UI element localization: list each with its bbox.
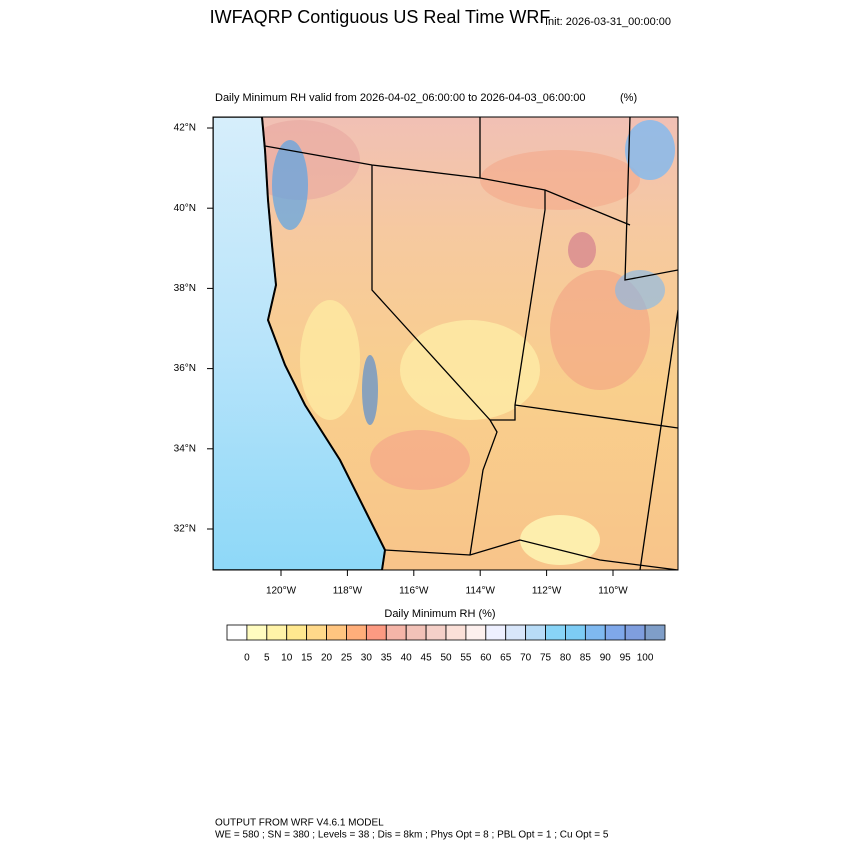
colorbar-label: 65 <box>500 653 512 664</box>
field-patch <box>615 270 665 310</box>
lon-label: 114°W <box>466 586 496 597</box>
lon-label: 110°W <box>598 586 628 597</box>
field-patch <box>362 355 378 425</box>
colorbar-box <box>525 624 546 641</box>
colorbar-label: 35 <box>381 653 393 664</box>
lon-label: 120°W <box>266 586 297 597</box>
colorbar-label: 85 <box>580 653 592 664</box>
colorbar-label: 30 <box>361 653 373 664</box>
colorbar-box <box>365 624 387 641</box>
colorbar-label: 75 <box>540 653 552 664</box>
colorbar-label: 95 <box>620 653 632 664</box>
colorbar-label: 5 <box>264 653 270 664</box>
colorbar-box <box>644 624 666 641</box>
colorbar-box <box>266 624 288 641</box>
footer-line: WE = 580 ; SN = 380 ; Levels = 38 ; Dis … <box>215 830 609 841</box>
state-border <box>371 165 498 556</box>
colorbar-label: 90 <box>600 653 612 664</box>
colorbar-label: 0 <box>244 653 250 664</box>
field-patch <box>568 232 596 268</box>
lat-label: 42°N <box>174 123 196 134</box>
field-patch <box>520 515 600 565</box>
field-patch <box>300 300 360 420</box>
colorbar-label: 15 <box>301 653 313 664</box>
lon-label: 116°W <box>399 586 429 597</box>
subtitle: Daily Minimum RH valid from 2026-04-02_0… <box>215 92 586 104</box>
lon-label: 118°W <box>333 586 363 597</box>
colorbar-box <box>604 624 626 641</box>
field-patch <box>272 140 308 230</box>
lon-label: 112°W <box>532 586 562 597</box>
state-border <box>514 404 678 429</box>
lat-label: 34°N <box>174 443 196 454</box>
field-patch <box>370 430 470 490</box>
colorbar-box <box>565 624 586 641</box>
state-border <box>639 309 678 570</box>
colorbar: 0 5 10 15 20 25 30 35 40 45 50 55 60 65 70 75 80 85 90 95 10… <box>226 624 666 664</box>
colorbar-label: 20 <box>321 653 333 664</box>
colorbar-label: 50 <box>440 653 452 664</box>
init-time: Init: 2026-03-31_00:00:00 <box>545 16 671 28</box>
colorbar-box <box>445 624 467 641</box>
colorbar-label: 60 <box>480 653 492 664</box>
colorbar-label: 45 <box>421 653 433 664</box>
colorbar-box <box>306 624 327 641</box>
colorbar-box <box>465 624 487 641</box>
colorbar-box <box>505 624 527 641</box>
footer-line: OUTPUT FROM WRF V4.6.1 MODEL <box>215 818 384 829</box>
colorbar-label: 40 <box>401 653 413 664</box>
colorbar-box <box>545 624 566 641</box>
colorbar-label: 10 <box>281 653 293 664</box>
colorbar-box <box>385 624 407 641</box>
colorbar-label: 70 <box>520 653 532 664</box>
title: IWFAQRP Contiguous US Real Time WRF <box>210 7 551 27</box>
colorbar-box <box>405 624 427 641</box>
plot-frame <box>212 116 679 571</box>
colorbar-box <box>485 624 507 641</box>
coastline <box>261 117 387 570</box>
units: (%) <box>620 92 637 104</box>
colorbar-label: 55 <box>460 653 472 664</box>
map-field <box>213 117 678 570</box>
colorbar-label: 100 <box>637 653 654 664</box>
state-border <box>624 117 678 281</box>
lat-label: 38°N <box>174 283 196 294</box>
lat-label: 40°N <box>174 203 196 214</box>
colorbar-title: Daily Minimum RH (%) <box>384 608 495 620</box>
colorbar-box <box>286 624 308 641</box>
country-border <box>384 539 678 570</box>
field-patch <box>400 320 540 420</box>
colorbar-label: 25 <box>341 653 353 664</box>
colorbar-label: 80 <box>560 653 572 664</box>
colorbar-box <box>226 624 248 641</box>
colorbar-box <box>425 624 447 641</box>
lat-label: 36°N <box>174 363 196 374</box>
colorbar-box <box>326 624 347 641</box>
field-patch <box>480 150 640 210</box>
colorbar-box <box>246 624 268 641</box>
colorbar-box <box>624 624 646 641</box>
colorbar-box <box>346 624 367 641</box>
lat-label: 32°N <box>174 524 196 535</box>
field-patch <box>625 120 675 180</box>
colorbar-box <box>584 624 606 641</box>
